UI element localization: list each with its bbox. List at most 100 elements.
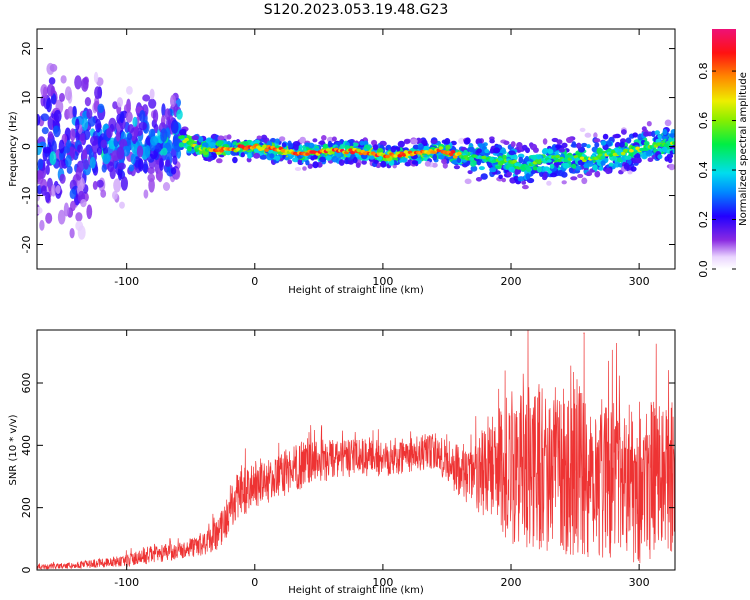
spectrogram-cell [558,147,566,153]
ridge-cell [305,152,310,156]
spectrogram-cell [373,159,379,164]
ridge-cell [385,154,390,159]
spectrogram-cell [136,145,144,158]
ridge-cell [184,137,190,142]
spectrogram-cell [510,154,518,161]
spectrogram-cell [97,103,105,114]
spectrogram-cell [138,158,144,172]
spectrogram-cell [101,164,107,173]
spectrogram-cell [476,148,482,154]
snr-series-line [37,330,675,570]
spectrogram-cell [149,88,155,100]
spectrogram-cell [132,116,138,127]
colorbar-label: Normalized spectral amplitude [738,72,749,226]
spectrogram-cell [556,139,563,145]
spectrogram-cell [294,167,302,171]
spectrogram-y-tick-label: 0 [20,143,33,150]
spectrogram-cell [390,145,397,153]
spectrogram-cell [431,162,438,168]
spectrogram-cell [664,119,672,127]
spectrogram-cell [624,155,632,160]
spectrogram-x-tick-label: 0 [251,275,258,288]
spectrogram-cell [581,142,588,148]
spectrogram-cell [172,134,179,147]
spectrogram-cell [503,140,510,145]
spectrogram-cell [525,173,531,180]
spectrogram-cell [37,114,41,126]
ridge-cell [547,159,552,163]
spectrogram-cell [361,159,367,165]
spectrogram-y-tick-label: -20 [20,236,33,254]
spectrogram-cell [232,156,238,164]
spectrogram-cell [45,164,50,175]
spectrogram-cell [46,97,52,113]
spectrogram-cell [42,146,51,154]
spectrogram-cell [453,165,460,170]
spectrogram-cell [60,75,67,84]
spectrogram-cell [201,142,209,148]
colorbar-tick-label: 0.2 [697,211,710,229]
spectrogram-cell [456,157,462,164]
ridge-cell [497,157,503,162]
spectrogram-cell [410,138,418,144]
spectrogram-cell [353,156,358,164]
ridge-cell [393,154,399,158]
spectrogram-cell [319,156,327,163]
spectrogram-cell [45,212,53,224]
ridge-cell [672,141,675,145]
spectrogram-cell [147,173,155,182]
ridge-cell [438,146,444,150]
spectrogram-cell [86,108,93,120]
snr-x-axis-label: Height of straight line (km) [288,585,424,596]
colorbar-tick-label: 0.0 [697,260,710,278]
spectrogram-cell [89,156,96,169]
spectrogram-cell [549,163,555,169]
spectrogram-cell [550,172,558,178]
spectrogram-cell [477,143,483,148]
spectrogram-cell [561,180,567,185]
spectrogram-cell [586,171,593,177]
spectrogram-cell [569,167,574,174]
spectrogram-cell [583,163,590,169]
spectrogram-cell [259,154,267,160]
spectrogram-cell [81,117,89,131]
spectrogram-cell [542,138,548,145]
spectrogram-cell [117,166,123,181]
spectrogram-cell [198,136,204,143]
spectrogram-cell [63,202,69,217]
spectrogram-cell [160,128,168,143]
spectrogram-cell [647,157,654,162]
spectrogram-cell [172,155,178,165]
spectrogram-cell [130,153,136,165]
spectrogram-cell [159,157,164,171]
spectrogram-cell [480,173,488,180]
spectrogram-cell [372,144,379,151]
spectrogram-cell [623,162,630,170]
snr-x-tick-label: 0 [251,576,258,589]
spectrogram-cell [64,86,72,101]
spectrogram-cell [94,86,102,100]
spectrogram-cell [143,189,149,199]
spectrogram-cell [102,153,111,165]
snr-x-tick-label: 100 [372,576,393,589]
spectrogram-cell [58,139,65,154]
spectrogram-cell [179,129,187,136]
spectrogram-cell [579,127,586,132]
spectrogram-cell [594,170,601,178]
spectrogram-cell [661,146,668,153]
spectrogram-cell [83,159,89,170]
ridge-cell [555,154,560,159]
spectrogram-cell [307,163,313,169]
spectrogram-cell [40,185,47,197]
spectrogram-cell [312,138,318,143]
ridge-cell [600,155,606,160]
spectrogram-cell [157,167,164,183]
spectrogram-cell [261,134,268,141]
spectrogram-cell [125,111,133,123]
spectrogram-cell [53,109,62,123]
spectrogram-cell [498,174,503,180]
spectrogram-cell [216,140,224,145]
spectrogram-cell [442,162,448,169]
spectrogram-cell [594,142,600,148]
spectrogram-cell [46,83,55,97]
